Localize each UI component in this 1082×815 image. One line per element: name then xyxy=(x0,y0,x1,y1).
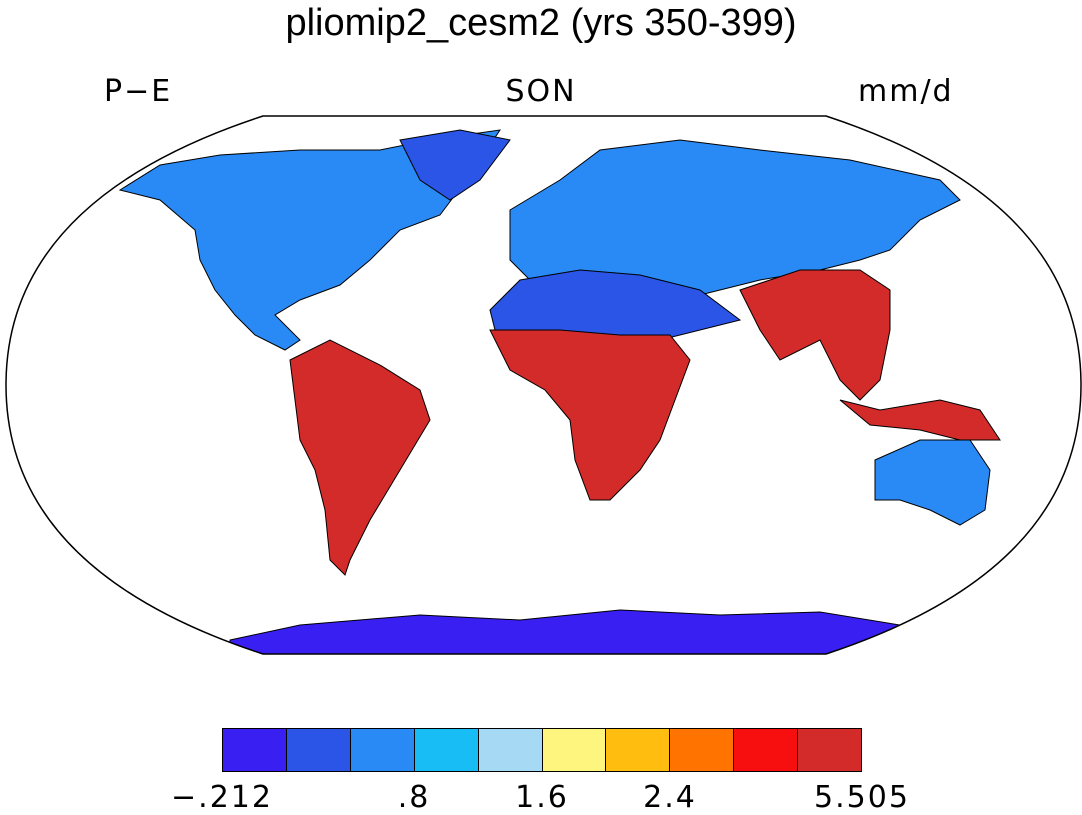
india-seasia-region xyxy=(739,269,891,401)
units-label: mm/d xyxy=(858,74,954,109)
colorbar-box xyxy=(414,729,479,771)
colorbar-box xyxy=(542,729,607,771)
south-america-region xyxy=(289,339,431,576)
chart-title: pliomip2_cesm2 (yrs 350-399) xyxy=(285,2,797,44)
north-america-region xyxy=(118,129,502,351)
central-africa-region xyxy=(489,329,691,501)
colorbar-box xyxy=(606,729,671,771)
australia-region xyxy=(874,439,991,526)
greenland-region xyxy=(399,129,511,201)
colorbar-box xyxy=(478,729,543,771)
variable-label: P−E xyxy=(104,74,173,109)
colorbar-label: .8 xyxy=(397,780,431,815)
colorbar-box xyxy=(350,729,415,771)
colorbar-label: 1.6 xyxy=(515,780,569,815)
colorbar-label: 5.505 xyxy=(814,780,910,815)
antarctica-region xyxy=(229,609,901,654)
indonesia-region xyxy=(839,399,1001,441)
colorbar-box xyxy=(670,729,735,771)
season-label: SON xyxy=(505,74,577,109)
map-outline xyxy=(5,115,1082,655)
colorbar-box xyxy=(798,729,862,771)
colorbar-label: −.212 xyxy=(171,780,273,815)
colorbar-label: 2.4 xyxy=(643,780,697,815)
colorbar-box xyxy=(223,729,287,771)
colorbar-box xyxy=(286,729,351,771)
colorbar xyxy=(222,728,862,772)
colorbar-box xyxy=(734,729,799,771)
